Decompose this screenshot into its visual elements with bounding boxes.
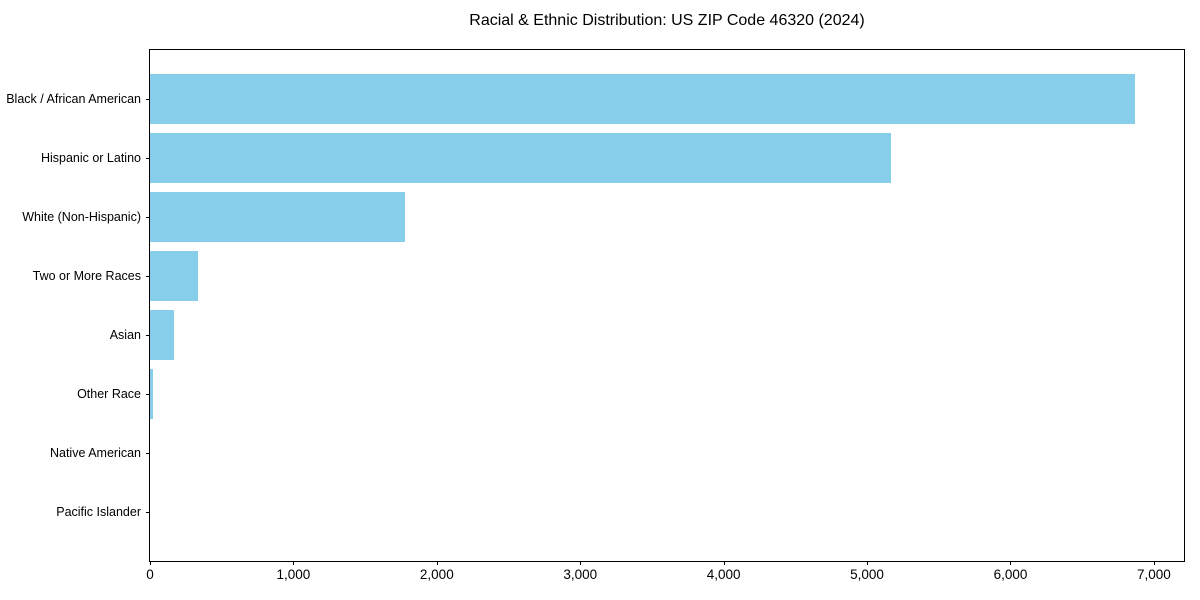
- x-tick-mark: [867, 561, 869, 565]
- x-tick-mark: [293, 561, 295, 565]
- y-tick-mark: [146, 335, 150, 337]
- y-axis-label: Native American: [49, 446, 141, 461]
- y-tick-mark: [146, 512, 150, 514]
- x-tick-mark: [580, 561, 582, 565]
- bar-row: Other Race: [77, 365, 1184, 424]
- x-tick-label: 4,000: [706, 567, 741, 582]
- x-tick-label: 6,000: [993, 567, 1028, 582]
- y-tick-mark: [146, 216, 150, 218]
- x-axis: 0 1,000 2,000 3,000 4,000 5,000 6,000 7,000: [146, 561, 1184, 591]
- bar-row: Pacific Islander: [56, 483, 1184, 542]
- bar: [150, 250, 199, 301]
- x-tick-label: 3,000: [563, 567, 598, 582]
- chart-title: Racial & Ethnic Distribution: US ZIP Cod…: [469, 12, 865, 29]
- plot-rows: Black / African American Hispanic or Lati…: [6, 69, 1184, 542]
- y-tick-mark: [146, 98, 150, 100]
- bar: [150, 132, 892, 183]
- x-tick-mark: [1010, 561, 1012, 565]
- bar: [150, 73, 1136, 124]
- bar-row: Hispanic or Latino: [41, 128, 1184, 187]
- x-tick-mark: [436, 561, 438, 565]
- y-tick-mark: [146, 275, 150, 277]
- y-axis-label: White (Non-Hispanic): [22, 209, 141, 224]
- x-tick-label: 7,000: [1136, 567, 1171, 582]
- y-axis-label: Two or More Races: [32, 268, 141, 283]
- x-tick-label: 5,000: [850, 567, 884, 582]
- x-tick-label: 2,000: [419, 567, 454, 582]
- bar-row: Two or More Races: [33, 246, 1184, 305]
- bar: [150, 191, 406, 242]
- bar-row: Black / African American: [6, 69, 1184, 128]
- plot-area: Black / African American Hispanic or Lati…: [6, 49, 1185, 582]
- x-tick-label: 1,000: [276, 567, 311, 582]
- x-tick-label: 0: [146, 567, 154, 582]
- y-axis-label: Hispanic or Latino: [40, 150, 141, 165]
- y-axis-label: Other Race: [77, 387, 141, 402]
- x-tick-mark: [1153, 561, 1155, 565]
- bar-row: White (Non-Hispanic): [22, 187, 1184, 246]
- y-axis-label: Asian: [109, 328, 141, 343]
- bar-row: Asian: [110, 306, 1184, 365]
- bar-row: Native American: [50, 424, 1184, 483]
- y-tick-mark: [146, 394, 150, 396]
- y-axis-label: Pacific Islander: [56, 505, 141, 520]
- bar: [150, 369, 153, 420]
- bar: [150, 310, 174, 361]
- x-tick-mark: [150, 561, 151, 565]
- x-tick-mark: [723, 561, 725, 565]
- y-axis-label: Black / African American: [6, 91, 141, 106]
- y-tick-mark: [146, 453, 150, 455]
- y-tick-mark: [146, 157, 150, 159]
